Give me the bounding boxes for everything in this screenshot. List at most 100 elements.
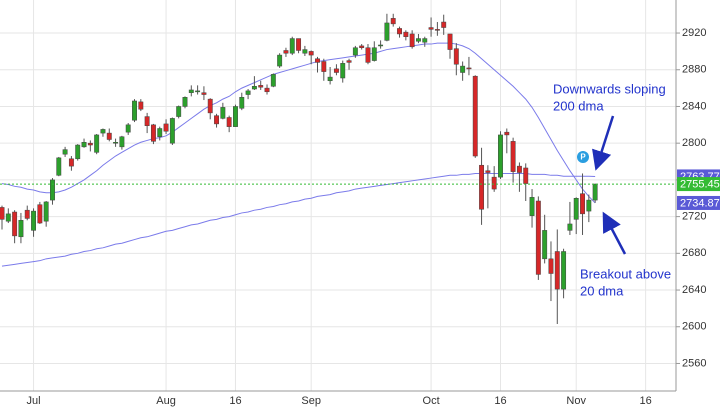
candle-body <box>5 213 11 222</box>
candle-body <box>62 149 68 155</box>
candle-body <box>214 115 219 125</box>
candle-body <box>207 98 213 114</box>
arrow <box>592 115 615 171</box>
plot-area <box>0 0 676 391</box>
candle-body <box>384 22 390 41</box>
candle-body <box>548 258 554 274</box>
candle-body <box>144 116 150 126</box>
candle-body <box>535 200 541 275</box>
candle-body <box>327 76 333 82</box>
candle-body <box>586 199 592 212</box>
y-tick-label: 2880 <box>682 64 706 76</box>
candle-body <box>220 107 226 119</box>
candle-body <box>163 123 169 132</box>
candle-body <box>434 29 440 31</box>
candle-body <box>409 33 415 48</box>
candle-body <box>561 251 567 290</box>
x-tick-label: Sep <box>301 395 321 407</box>
candle-body <box>182 97 188 107</box>
candle-body <box>441 21 447 28</box>
candle-body <box>472 75 478 157</box>
candle-body <box>31 210 37 231</box>
candle-body <box>422 38 428 43</box>
candle-body <box>592 183 598 201</box>
candle-body <box>567 223 573 231</box>
x-tick-label: 16 <box>639 395 651 407</box>
candle-body <box>239 97 245 109</box>
candle-body <box>100 129 106 134</box>
candle-body <box>340 63 346 79</box>
candle-body <box>176 106 182 117</box>
candle-body <box>12 211 18 237</box>
badge <box>577 151 589 163</box>
candle-body <box>359 45 365 48</box>
candle-body <box>308 51 314 56</box>
candle-body <box>169 118 175 144</box>
moving-average <box>1 172 596 267</box>
candle-body <box>50 179 55 201</box>
candle-body <box>315 58 320 63</box>
candle-body <box>24 209 30 219</box>
moving-average <box>1 42 596 204</box>
candle-body <box>516 165 522 173</box>
x-tick-label: Aug <box>156 395 176 407</box>
candle-body <box>333 68 339 73</box>
x-tick-label: 16 <box>494 395 506 407</box>
y-tick-label: 2840 <box>682 100 706 112</box>
candle-body <box>106 132 112 140</box>
candle-body <box>75 144 81 160</box>
candle-body <box>18 220 24 238</box>
candle-body <box>542 230 548 260</box>
candle-body <box>289 38 295 54</box>
annotation: 200 dma <box>553 98 604 113</box>
candle-body <box>119 136 125 148</box>
y-tick-label: 2720 <box>682 211 706 223</box>
candle-body <box>510 141 516 172</box>
candle-body <box>87 142 93 146</box>
candle-body <box>264 87 270 93</box>
candle-body <box>81 142 87 148</box>
candle-body <box>529 197 535 216</box>
candle-body <box>321 61 327 72</box>
candle-body <box>113 142 119 144</box>
y-tick-label: 2640 <box>682 284 706 296</box>
candle-body <box>416 38 421 42</box>
candle-body <box>283 50 289 54</box>
candle-body <box>390 18 396 25</box>
candle-body <box>138 101 144 110</box>
candle-body <box>479 164 485 210</box>
annotation: 20 dma <box>580 283 624 298</box>
candle-body <box>523 167 529 184</box>
candle-body <box>504 131 510 136</box>
price-tag-label: 2755.45 <box>680 178 720 190</box>
candle-body <box>428 27 434 30</box>
y-tick-label: 2560 <box>682 357 706 369</box>
price-tag <box>677 177 720 192</box>
candle-body <box>403 31 409 37</box>
candle-body <box>37 204 43 224</box>
candle-body <box>226 117 232 127</box>
candle-body <box>201 92 207 95</box>
candle-body <box>498 134 503 178</box>
y-tick-label: 2920 <box>682 27 706 39</box>
candle-body <box>270 74 276 87</box>
candle-body <box>125 124 131 133</box>
arrow <box>602 211 627 255</box>
candle-body <box>43 201 49 222</box>
candle-body <box>485 170 491 173</box>
candle-body <box>573 198 579 220</box>
price-tag <box>677 195 720 210</box>
x-tick-label: 16 <box>229 395 241 407</box>
candle-body <box>251 86 257 90</box>
candle-body <box>188 89 194 93</box>
candle-body <box>56 157 62 176</box>
candle-body <box>371 47 377 61</box>
price-tag-label: 2734.87 <box>680 197 720 209</box>
candle-body <box>245 90 251 95</box>
y-tick-label: 2600 <box>682 321 706 333</box>
candle-body <box>296 38 302 51</box>
candle-body <box>233 106 238 127</box>
candle-body <box>150 124 156 142</box>
candle-body <box>352 47 358 56</box>
candle-body <box>447 33 453 50</box>
